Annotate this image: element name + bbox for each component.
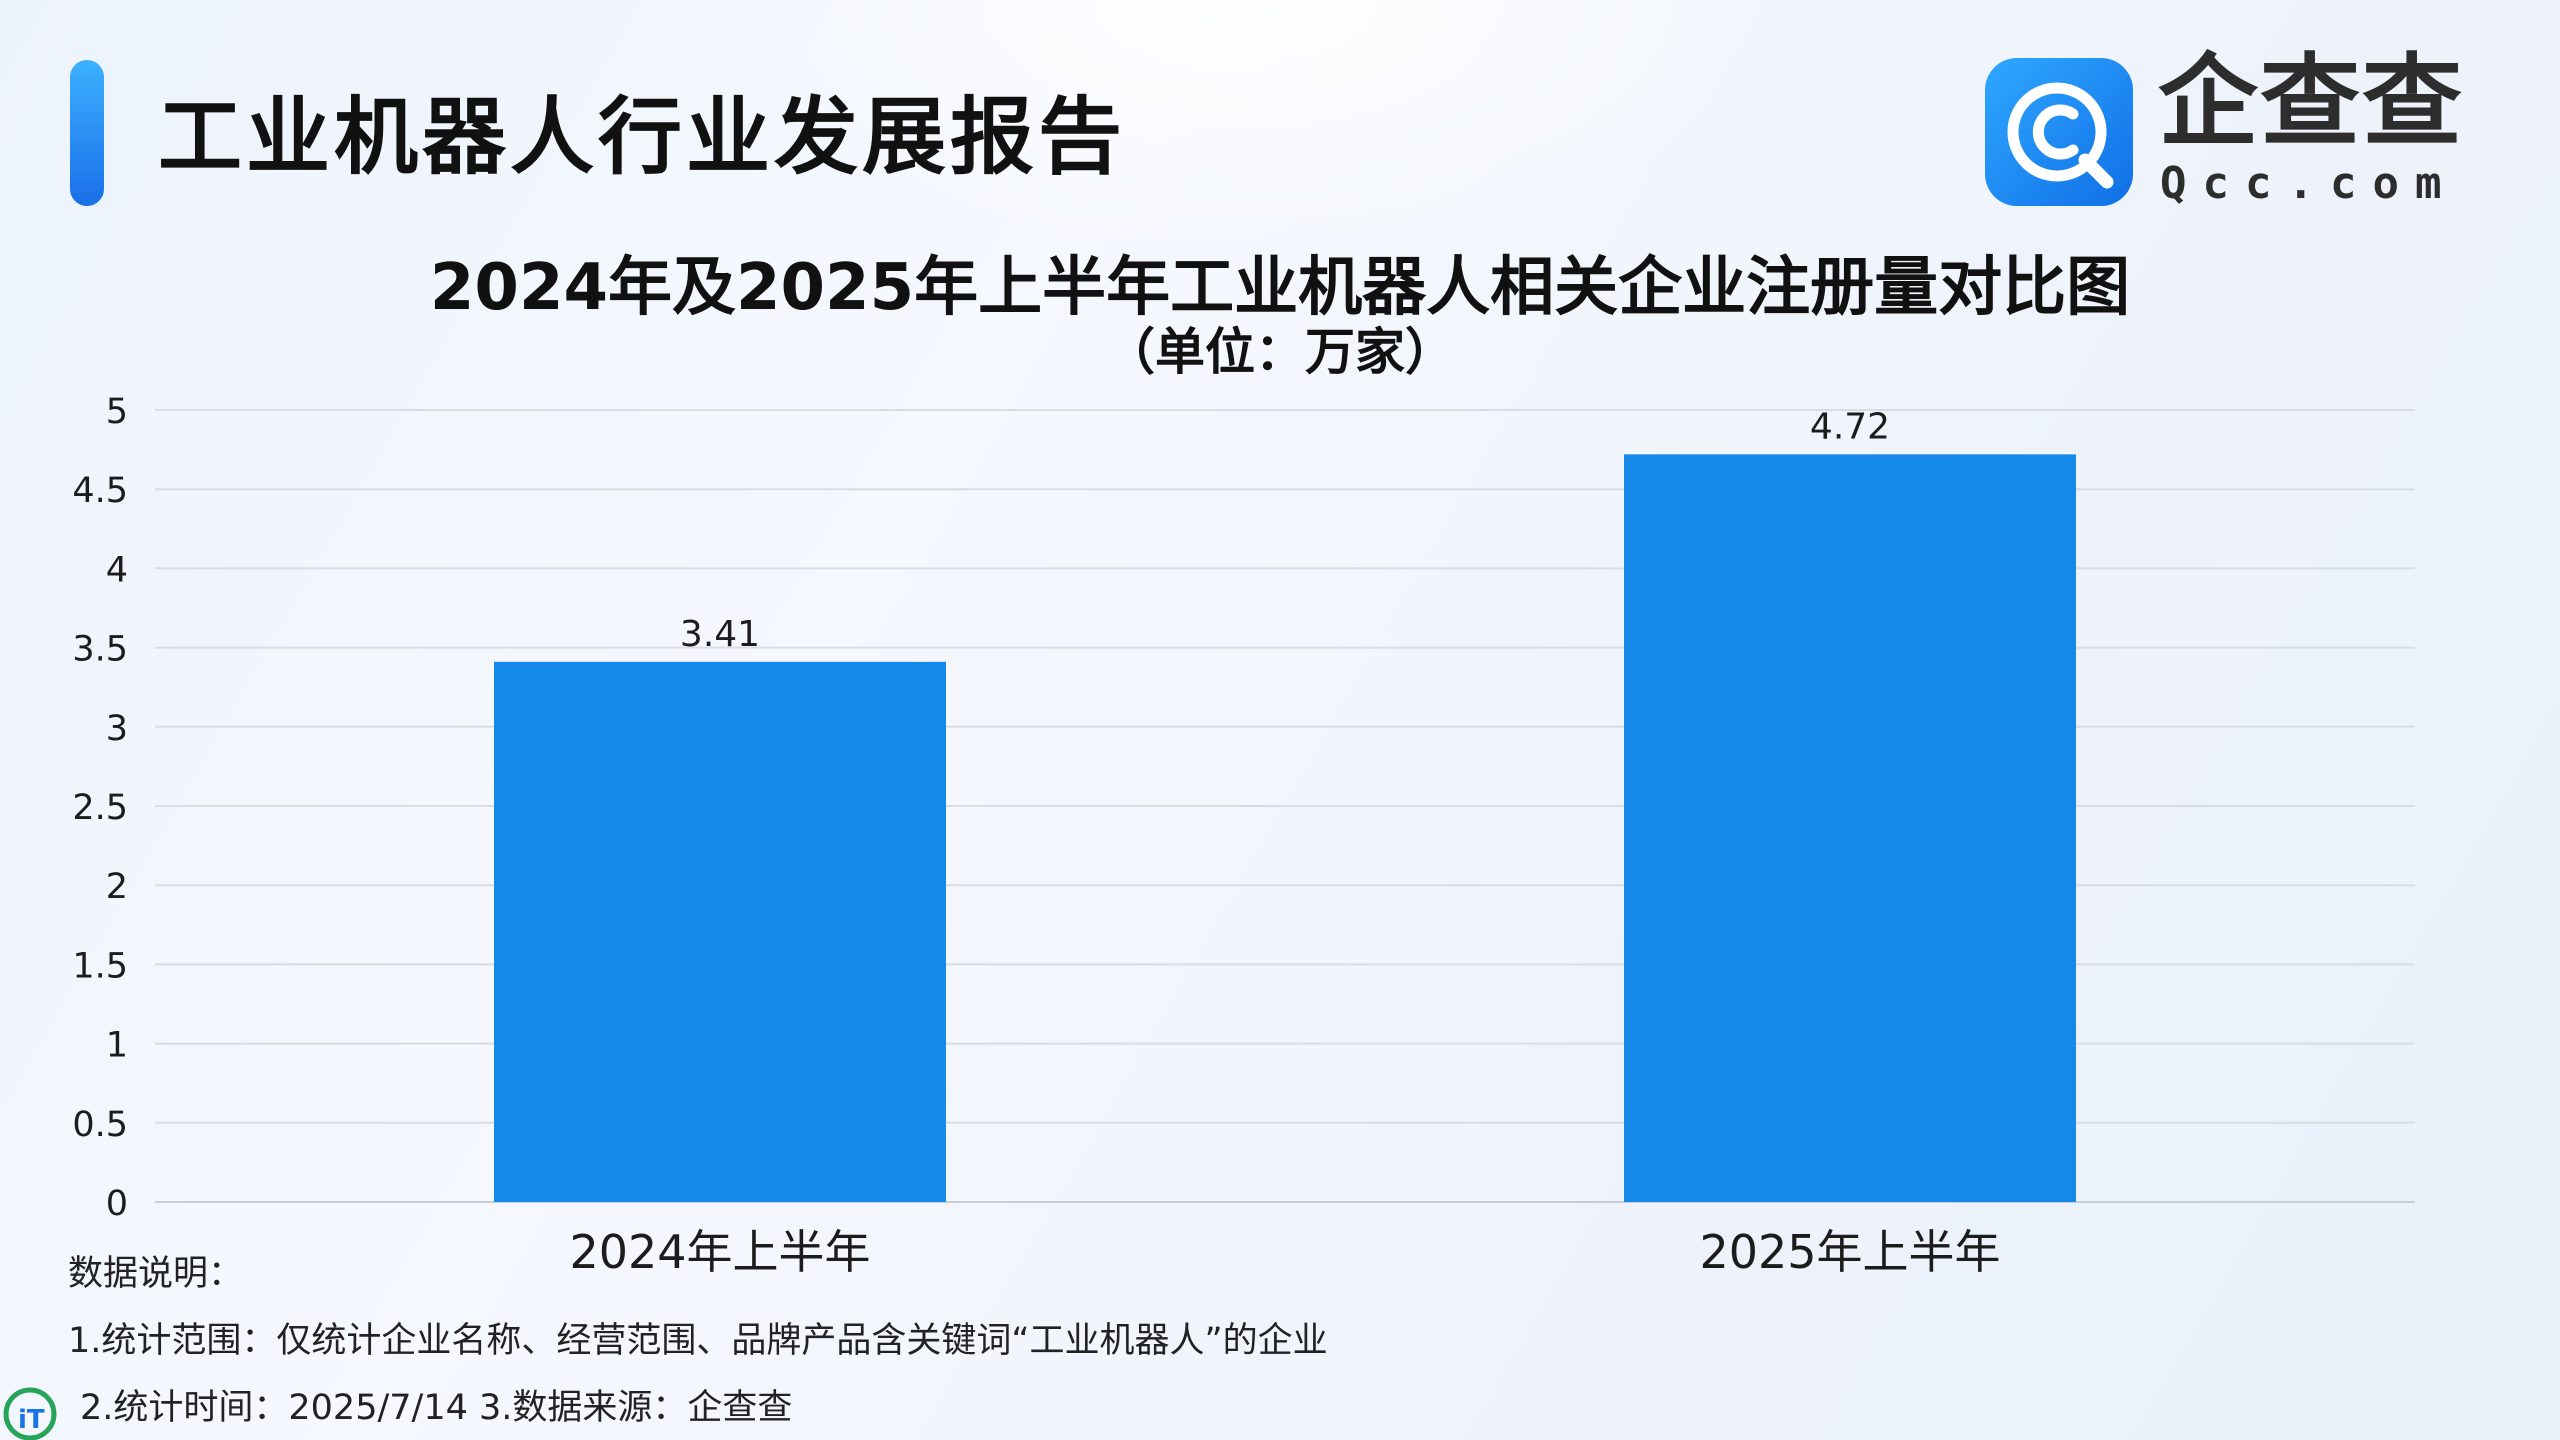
qcc-logo-icon — [1985, 58, 2133, 206]
x-tick-label: 2024年上半年 — [569, 1225, 870, 1279]
data-label: 3.41 — [680, 614, 760, 655]
brand-name: 企查查 — [2158, 43, 2464, 160]
y-tick-label: 5 — [106, 392, 128, 432]
data-label: 4.72 — [1810, 406, 1890, 447]
chart-subtitle: （单位：万家） — [1105, 323, 1455, 381]
y-tick-label: 2 — [106, 867, 128, 907]
it-home-watermark-icon: iT — [3, 1387, 57, 1440]
y-tick-label: 3.5 — [72, 630, 128, 670]
header-accent-bar — [70, 60, 104, 206]
x-tick-label: 2025年上半年 — [1699, 1225, 2000, 1279]
brand-domain: Qcc.com — [2160, 158, 2458, 209]
y-tick-label: 2.5 — [72, 788, 128, 828]
y-tick-label: 0 — [106, 1184, 128, 1224]
bar-chart: 0 0.5 1 1.5 2 2.5 3 3.5 4 4.5 5 3.41 2024年上半年 4.72 202… — [72, 392, 2415, 1279]
bar — [494, 661, 946, 1202]
y-tick-label: 1.5 — [72, 946, 128, 986]
y-tick-label: 4.5 — [72, 471, 128, 511]
note-scope: 1.统计范围：仅统计企业名称、经营范围、品牌产品含关键词“工业机器人”的企业 — [68, 1321, 1328, 1361]
report-title: 工业机器人行业发展报告 — [158, 88, 1127, 186]
chart-title: 2024年及2025年上半年工业机器人相关企业注册量对比图 — [429, 251, 2131, 325]
y-tick-label: 4 — [106, 550, 128, 590]
note-time-source: 2.统计时间：2025/7/14 3.数据来源：企查查 — [80, 1388, 793, 1428]
svg-text:iT: iT — [18, 1405, 45, 1435]
y-tick-label: 1 — [106, 1026, 128, 1066]
y-tick-label: 3 — [106, 709, 128, 749]
y-tick-label: 0.5 — [72, 1105, 128, 1145]
notes-label: 数据说明： — [68, 1254, 244, 1294]
bar — [1624, 454, 2076, 1202]
